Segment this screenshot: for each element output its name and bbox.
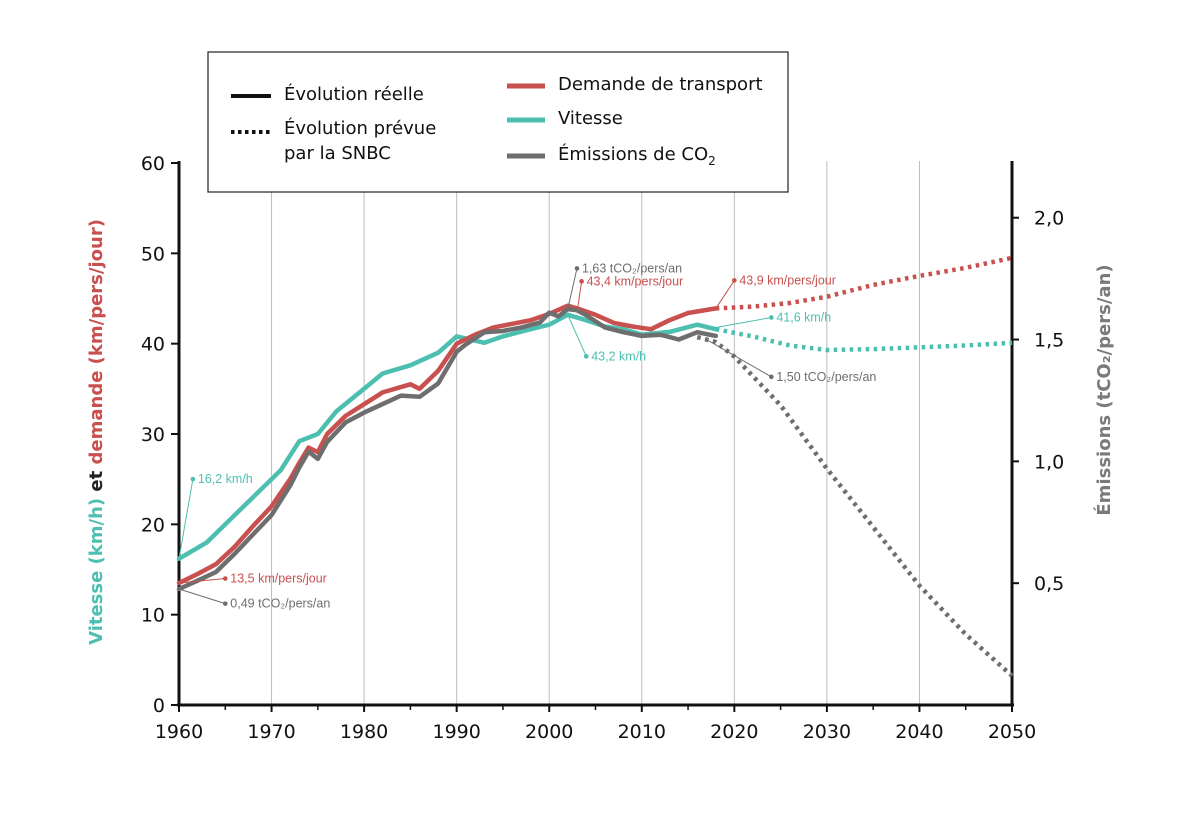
annotation-label: 43,2 km/h [591,349,646,363]
annotation-dot [574,266,580,271]
annotation-leader [178,578,226,584]
annotation-label: 1,63 tCO₂/pers/an [582,261,682,275]
axes [177,161,1014,707]
x-tick-label: 2040 [895,721,943,743]
annotation-dot [732,278,737,283]
annotation-dot [583,354,589,359]
series-real-vitesse [176,312,719,561]
legend: Évolution réelle Évolution prévue par la… [207,51,789,193]
annotation-dot [579,279,584,284]
annotation-leader [706,339,772,378]
x-tick-label: 2010 [618,721,666,743]
annotation-leader [576,281,583,314]
x-tick-label: 2050 [988,721,1036,743]
legend-box [207,51,789,193]
series-real--missions-de-co2 [176,306,719,592]
legend-vitesse-label: Vitesse [558,108,623,129]
legend-emissions-label: Émissions de CO2 [558,143,716,168]
annotation-label: 41,6 km/h [776,310,831,324]
y-left-tick-label: 50 [141,243,165,265]
annotation-leader [715,280,735,309]
y-left-tick-label: 20 [141,514,165,536]
y-left-axis-title-part: Vitesse (km/h) [86,498,107,645]
vertical-gridlines [271,161,1013,705]
y-left-tick-label: 30 [141,424,165,446]
annotation-label: 16,2 km/h [198,472,253,486]
x-axis-ticks: 1960 1970 1980 1990 2000 2010 2020 2030 2040 2050 [155,705,1036,743]
annotation-leader [178,588,226,605]
y-left-axis-title-part: demande (km/pers/jour) [86,219,107,464]
data-annotations: 16,2 km/h 43,2 km/h 41,6 km/h 13,5 km/pers/… [178,261,876,611]
y-right-axis-title: Émissions (tCO₂/pers/an) [1093,264,1115,515]
legend-emissions-label-sub: 2 [708,154,716,168]
series-forecast--missions-de-co2 [696,334,1014,678]
x-tick-label: 2000 [525,721,573,743]
annotation-label: 0,49 tCO₂/pers/an [230,597,330,611]
y-left-tick-label: 40 [141,334,165,356]
series-real-demande-de-transport [176,303,719,586]
x-tick-label: 2030 [803,721,851,743]
y-left-tick-label: 0 [153,695,165,717]
legend-forecast-label-line2: par la SNBC [284,143,391,164]
annotation-dot [222,576,228,581]
annotation-label: 43,9 km/pers/jour [739,273,836,287]
annotation-label: 13,5 km/pers/jour [230,572,327,586]
legend-demande-label: Demande de transport [558,74,763,95]
x-tick-label: 1970 [247,721,295,743]
x-tick-label: 1980 [340,721,388,743]
y-right-tick-label: 2,0 [1034,208,1064,230]
y-left-tick-label: 10 [141,605,165,627]
annotation-dot [222,601,228,606]
annotation-dot [769,374,774,380]
y-right-tick-label: 1,0 [1034,451,1064,473]
annotation-label: 1,50 tCO₂/pers/an [776,370,876,384]
annotation-leader [706,316,772,330]
y-right-tick-label: 0,5 [1034,573,1064,595]
y-left-axis-ticks: 0 10 20 30 40 50 60 [141,153,179,717]
y-left-axis-title: Vitesse (km/h) et demande (km/pers/jour) [86,219,107,645]
y-left-tick-label: 60 [141,153,165,175]
annotation-leader [567,314,587,357]
x-tick-label: 1990 [432,721,480,743]
legend-forecast-label: Évolution prévue [284,117,436,139]
y-right-axis-ticks: 0,5 1,0 1,5 2,0 [1012,208,1064,595]
x-tick-label: 2020 [710,721,758,743]
annotation-dot [769,315,774,320]
legend-real-label: Évolution réelle [284,83,424,105]
y-left-axis-title-part: et [86,464,107,497]
annotation-dot [190,476,196,482]
annotation-leader [178,479,194,559]
series-forecast-demande-de-transport [715,255,1013,311]
annotation-label: 43,4 km/pers/jour [587,274,684,288]
y-right-tick-label: 1,5 [1034,330,1064,352]
annotation-leader [567,268,578,310]
series-lines [176,255,1014,678]
series-forecast-vitesse [715,326,1013,353]
legend-emissions-label-main: Émissions de CO [558,143,708,165]
x-tick-label: 1960 [155,721,203,743]
